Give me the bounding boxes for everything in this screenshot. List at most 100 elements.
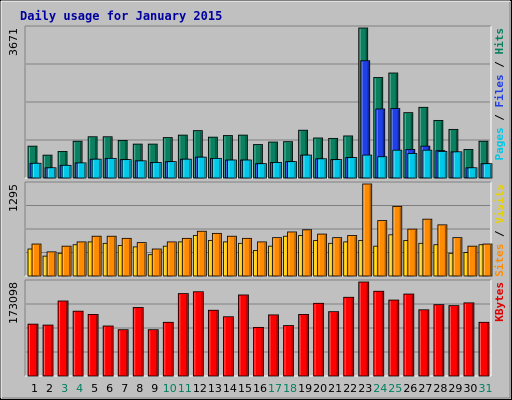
bar-pages-day-10 [166, 161, 177, 179]
x-tick-day-7: 7 [121, 382, 128, 395]
bar-sites-day-23 [362, 183, 373, 277]
panel-kbytes: 173098 KBytes [7, 279, 506, 377]
bar-sites-day-13 [211, 232, 222, 277]
x-tick-day-3: 3 [61, 382, 68, 395]
bar-pages-day-28 [437, 151, 448, 179]
bar-pages-day-2 [46, 167, 57, 179]
bar-kbytes-day-31 [478, 321, 490, 377]
x-tick-day-14: 14 [223, 382, 237, 395]
bar-kbytes-day-23 [358, 281, 370, 377]
bar-kbytes-day-22 [343, 296, 355, 377]
x-tick-day-15: 15 [238, 382, 252, 395]
x-tick-day-17: 17 [268, 382, 282, 395]
bar-pages-day-23 [362, 154, 373, 179]
bar-pages-day-16 [257, 163, 267, 179]
x-tick-day-25: 25 [388, 382, 402, 395]
bar-pages-day-18 [287, 161, 297, 179]
bar-pages-day-30 [467, 167, 478, 179]
y-max-label: 173098 [7, 282, 20, 324]
bar-kbytes-day-30 [463, 302, 475, 377]
bar-kbytes-day-15 [238, 294, 249, 377]
bar-kbytes-day-8 [132, 307, 144, 377]
x-tick-day-2: 2 [46, 382, 53, 395]
bar-pages-day-1 [31, 162, 42, 179]
bar-sites-day-8 [136, 242, 147, 277]
bar-pages-day-25 [392, 149, 403, 179]
bar-sites-day-30 [467, 245, 478, 277]
legend-entry: Visits [493, 184, 506, 224]
bar-kbytes-day-9 [147, 329, 159, 377]
bar-sites-day-26 [407, 228, 418, 277]
bar-kbytes-day-26 [403, 293, 415, 377]
legend-entry: / [493, 224, 506, 244]
bar-sites-day-27 [422, 218, 433, 277]
bar-pages-day-14 [227, 159, 237, 179]
bar-sites-day-25 [392, 205, 403, 277]
legend-entry: / [493, 108, 506, 128]
legend-entry: / [493, 55, 506, 75]
bar-pages-day-24 [377, 156, 388, 179]
bar-sites-day-15 [242, 237, 252, 277]
bar-sites-day-11 [181, 237, 192, 277]
bar-kbytes-day-25 [388, 299, 400, 377]
bar-sites-day-10 [166, 241, 177, 277]
x-axis-labels: 1 2 3 4 5 6 7 8 9 10 11 12 13 14 15 16 17 18 19 20 21 22 23 24 2… [31, 382, 492, 395]
x-tick-day-22: 22 [343, 382, 357, 395]
bar-kbytes-day-20 [313, 302, 325, 377]
bar-pages-day-8 [136, 160, 147, 179]
bar-kbytes-day-11 [177, 293, 189, 377]
x-tick-day-1: 1 [31, 382, 38, 395]
bar-pages-day-26 [407, 153, 418, 179]
bar-pages-day-29 [452, 151, 463, 179]
bar-sites-day-24 [377, 220, 388, 277]
legend-entry: KBytes [493, 282, 506, 322]
bar-kbytes-day-6 [102, 325, 114, 377]
bar-pages-day-4 [76, 162, 87, 179]
bar-pages-day-22 [347, 157, 358, 179]
bar-sites-day-31 [482, 243, 493, 277]
bar-sites-day-17 [272, 237, 282, 277]
x-tick-day-24: 24 [373, 382, 387, 395]
x-tick-day-20: 20 [313, 382, 327, 395]
bar-sites-day-22 [347, 235, 358, 277]
chart-panels: 3671 Pages / Files / Hits 1295 Sites / Visi… [7, 25, 506, 377]
bar-sites-day-2 [46, 251, 57, 277]
bar-kbytes-day-21 [328, 311, 340, 377]
legend-entry: Hits [493, 28, 506, 55]
series-kbytes [27, 281, 490, 377]
bar-sites-day-6 [106, 235, 117, 277]
bar-kbytes-day-28 [433, 304, 445, 377]
bar-sites-day-19 [302, 229, 312, 277]
bar-kbytes-day-19 [298, 314, 309, 377]
series-legend: Pages / Files / Hits [493, 28, 506, 161]
bar-kbytes-day-7 [117, 329, 129, 377]
bar-pages-day-6 [106, 157, 117, 179]
x-tick-day-6: 6 [106, 382, 113, 395]
x-tick-day-5: 5 [91, 382, 98, 395]
x-tick-day-31: 31 [478, 382, 492, 395]
legend-entry: Sites [493, 244, 506, 277]
bar-pages-day-12 [196, 156, 207, 179]
bar-kbytes-day-10 [162, 321, 174, 377]
bar-kbytes-day-24 [373, 290, 385, 377]
x-tick-day-30: 30 [463, 382, 477, 395]
x-tick-day-8: 8 [136, 382, 143, 395]
bar-kbytes-day-18 [283, 325, 294, 377]
series-legend: KBytes [493, 282, 506, 322]
bar-pages-day-5 [91, 158, 102, 179]
bar-sites-day-20 [317, 233, 328, 277]
bar-pages-day-31 [482, 163, 493, 179]
bar-kbytes-day-29 [448, 305, 460, 377]
bar-kbytes-day-3 [57, 300, 69, 377]
x-tick-day-21: 21 [328, 382, 342, 395]
bar-sites-day-12 [196, 230, 207, 277]
bar-pages-day-27 [422, 149, 433, 179]
bar-pages-day-9 [151, 162, 162, 179]
y-max-label: 3671 [7, 28, 20, 56]
bar-pages-day-15 [242, 159, 252, 179]
series-sites [31, 183, 493, 277]
bar-sites-day-1 [31, 243, 42, 277]
x-tick-day-28: 28 [433, 382, 447, 395]
series-legend: Sites / Visits [493, 184, 506, 277]
legend-entry: Pages [493, 127, 506, 160]
